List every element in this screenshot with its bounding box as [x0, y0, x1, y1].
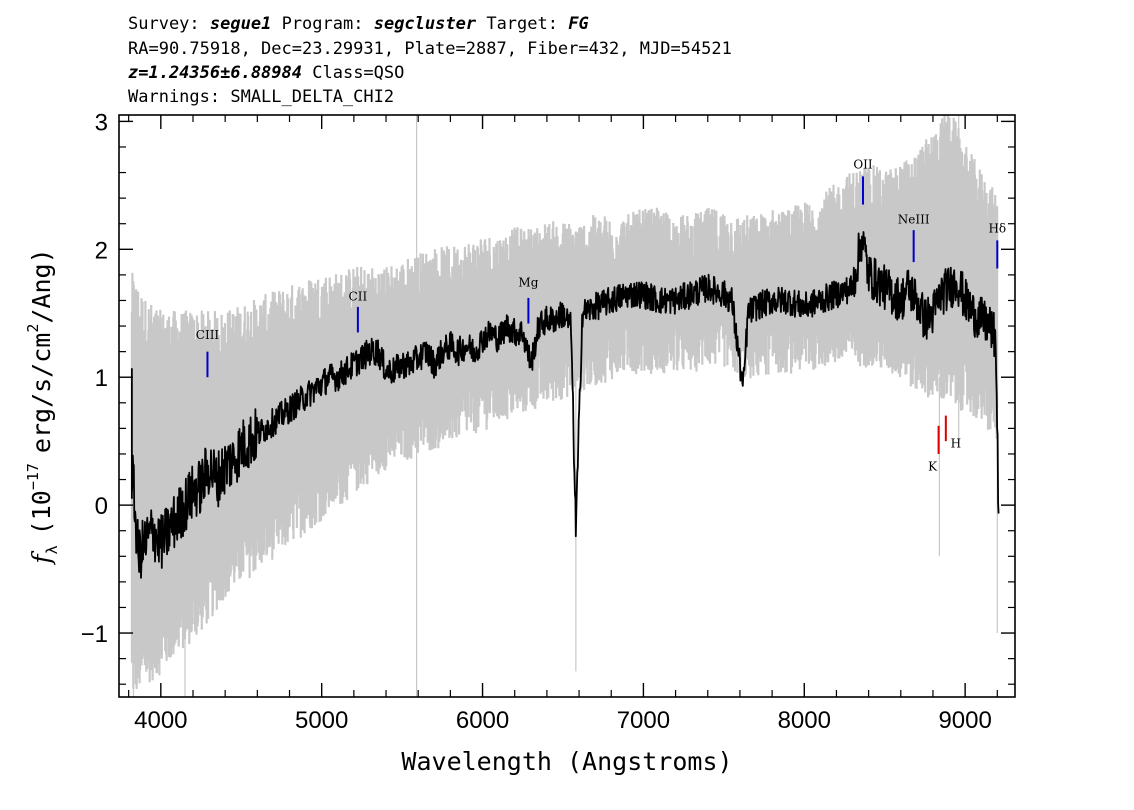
y-label-exp2: 2 — [24, 324, 42, 333]
y-label-text-b: erg/s/cm — [27, 333, 56, 453]
x-tick-label: 5000 — [295, 707, 348, 734]
class-value: Class=QSO — [312, 63, 404, 83]
line-label-h: H — [951, 437, 961, 451]
x-tick-label: 7000 — [617, 707, 670, 734]
line-label-hδ: Hδ — [988, 222, 1006, 236]
plot-area: CIII CII Mg OII NeIII Hδ KH 4000 5000 6000 7000 80… — [81, 109, 1016, 734]
y-tick-label: 2 — [95, 237, 108, 264]
y-label-subscript: λ — [43, 545, 61, 554]
x-axis-label: Wavelength (Angstroms) — [401, 747, 732, 776]
y-label-text-a: (10 — [27, 490, 56, 535]
y-label-text-c: /Ang) — [27, 248, 56, 323]
line-label-cii: CII — [349, 289, 368, 303]
header-line-3: z=1.24356±6.88984 Class=QSO — [128, 63, 404, 83]
header-line-2: RA=90.75918, Dec=23.29931, Plate=2887, F… — [128, 39, 732, 59]
axis-ticks: 4000 5000 6000 7000 8000 9000 −1 0 1 2 3 — [81, 109, 1015, 734]
survey-label: Survey: — [128, 14, 200, 34]
line-label-neiii: NeIII — [898, 213, 930, 227]
x-tick-label: 8000 — [778, 707, 831, 734]
y-axis-label: fλ (10−17 erg/s/cm2/Ang) — [24, 248, 61, 565]
plot-frame — [118, 114, 1016, 698]
program-value: segcluster — [374, 14, 477, 34]
y-tick-label: 1 — [95, 365, 108, 392]
target-label: Target: — [486, 14, 558, 34]
line-label-k: K — [928, 460, 938, 474]
y-tick-label: 3 — [95, 109, 108, 136]
plot-header: Survey: segue1 Program: segcluster Targe… — [128, 14, 732, 107]
y-label-exp1: −17 — [24, 463, 42, 490]
x-tick-label: 4000 — [134, 707, 187, 734]
flux-line — [131, 231, 1000, 579]
target-value: FG — [568, 14, 588, 34]
survey-value: segue1 — [210, 14, 271, 34]
header-line-4: Warnings: SMALL_DELTA_CHI2 — [128, 87, 394, 107]
x-tick-label: 6000 — [456, 707, 509, 734]
header-line-1: Survey: segue1 Program: segcluster Targe… — [128, 14, 589, 34]
y-tick-label: −1 — [81, 621, 108, 648]
y-tick-label: 0 — [95, 493, 108, 520]
error-band-layer — [130, 115, 999, 697]
line-label-mg: Mg — [518, 275, 538, 289]
error-band — [130, 115, 999, 689]
redshift-value: z=1.24356±6.88984 — [128, 63, 302, 83]
line-label-oii: OII — [853, 158, 873, 172]
line-label-ciii: CIII — [196, 328, 220, 342]
y-label-symbol: f — [27, 551, 56, 566]
x-tick-label: 9000 — [938, 707, 991, 734]
program-label: Program: — [282, 14, 364, 34]
line-marker-layer: CIII CII Mg OII NeIII Hδ KH — [196, 158, 1006, 474]
flux-layer — [130, 231, 1000, 579]
